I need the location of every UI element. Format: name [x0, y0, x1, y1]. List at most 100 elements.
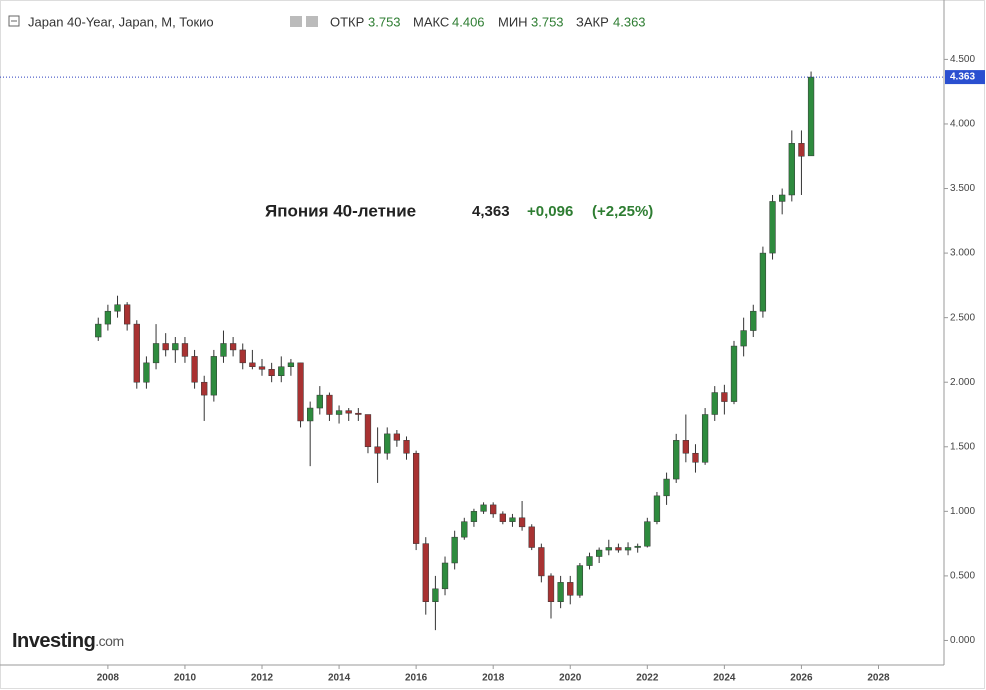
candle-body — [307, 407, 314, 422]
candle-body — [239, 349, 246, 364]
candle-body — [374, 446, 381, 454]
candle-body — [258, 366, 266, 370]
candle-body — [518, 517, 526, 528]
candle-body — [605, 547, 612, 551]
collapse-icon[interactable] — [8, 15, 20, 27]
y-tick-label: 1.500 — [950, 441, 975, 452]
candle-body — [220, 343, 227, 357]
close-label: ЗАКР — [576, 14, 609, 29]
x-tick-label: 2010 — [174, 673, 197, 684]
candle-body — [143, 362, 150, 383]
candle-body — [673, 440, 680, 480]
candle-body — [316, 394, 323, 409]
candle-body — [692, 452, 699, 463]
candle-body — [268, 369, 275, 377]
candle-body — [490, 504, 497, 515]
candle-body — [634, 545, 641, 548]
y-tick-label: 3.000 — [950, 248, 975, 259]
candle-body — [441, 562, 449, 590]
annotation-change: +0,096 — [527, 203, 573, 220]
candle-body — [644, 521, 651, 547]
candle-body — [788, 143, 795, 196]
candle-body — [807, 76, 815, 157]
candle-body — [596, 549, 603, 557]
settings-icon[interactable] — [306, 16, 318, 27]
candle-body — [133, 323, 140, 383]
candle-body — [210, 356, 217, 396]
header-title: Japan 40-Year, Japan, M, Токио — [28, 14, 214, 29]
last-price-label: 4.363 — [950, 72, 975, 83]
logo: Investing.com — [12, 630, 124, 652]
candle-body — [114, 304, 121, 312]
x-tick-label: 2008 — [97, 673, 120, 684]
x-tick-label: 2018 — [482, 673, 505, 684]
candle-body — [567, 582, 574, 596]
x-tick-label: 2014 — [328, 673, 351, 684]
candle-body — [615, 547, 622, 551]
x-tick-label: 2024 — [713, 673, 736, 684]
candle-body — [278, 366, 285, 377]
candle-body — [470, 511, 478, 522]
candle-body — [104, 310, 112, 325]
candle-body — [663, 478, 670, 497]
candle-body — [682, 440, 689, 454]
candle-body — [480, 504, 487, 512]
candle-body — [461, 521, 468, 538]
candle-body — [152, 343, 160, 364]
y-tick-label: 2.500 — [950, 312, 975, 323]
high-label: МАКС — [413, 14, 449, 29]
x-tick-label: 2020 — [559, 673, 582, 684]
annotation-value: 4,363 — [472, 203, 510, 220]
y-tick-label: 0.500 — [950, 571, 975, 582]
y-tick-label: 0.000 — [950, 635, 975, 646]
candle-body — [393, 433, 401, 441]
candle-body — [229, 343, 237, 351]
candle-body — [499, 513, 506, 522]
candle-body — [335, 410, 343, 415]
x-tick-label: 2026 — [790, 673, 813, 684]
candle-body — [403, 440, 410, 454]
open-value: 3.753 — [368, 14, 401, 29]
candle-body — [701, 414, 709, 463]
y-tick-label: 4.500 — [950, 54, 975, 65]
candle-body — [124, 304, 131, 325]
candle-body — [172, 343, 179, 351]
x-tick-label: 2012 — [251, 673, 274, 684]
candle-body — [509, 517, 516, 522]
candle-body — [201, 381, 208, 396]
candle-body — [528, 526, 535, 548]
candle-body — [287, 362, 295, 367]
settings-icon[interactable] — [290, 16, 302, 27]
candle-body — [798, 143, 805, 157]
candle-body — [326, 394, 333, 415]
candle-body — [769, 201, 776, 254]
last-price-box — [945, 70, 985, 85]
candle-body — [297, 362, 304, 422]
candle-body — [538, 547, 545, 577]
open-label: ОТКР — [330, 14, 364, 29]
candle-body — [624, 547, 632, 551]
candle-body — [730, 345, 738, 402]
candle-body — [759, 252, 767, 312]
close-value: 4.363 — [613, 14, 646, 29]
candle-body — [547, 575, 555, 602]
candle-body — [750, 310, 757, 331]
x-tick-label: 2016 — [405, 673, 428, 684]
y-tick-label: 1.000 — [950, 506, 975, 517]
candle-body — [740, 330, 747, 347]
candle-body — [653, 495, 661, 522]
candle-body — [432, 588, 439, 602]
logo-text: Investing — [12, 630, 95, 652]
y-tick-label: 2.000 — [950, 377, 975, 388]
candle-body — [364, 414, 372, 448]
candle-body — [586, 556, 593, 566]
candle-body — [422, 543, 429, 602]
low-label: МИН — [498, 14, 528, 29]
candle-body — [721, 392, 728, 402]
candle-body — [451, 536, 458, 564]
candle-body — [412, 452, 420, 544]
candle-body — [181, 343, 189, 357]
logo-suffix: .com — [95, 633, 123, 649]
